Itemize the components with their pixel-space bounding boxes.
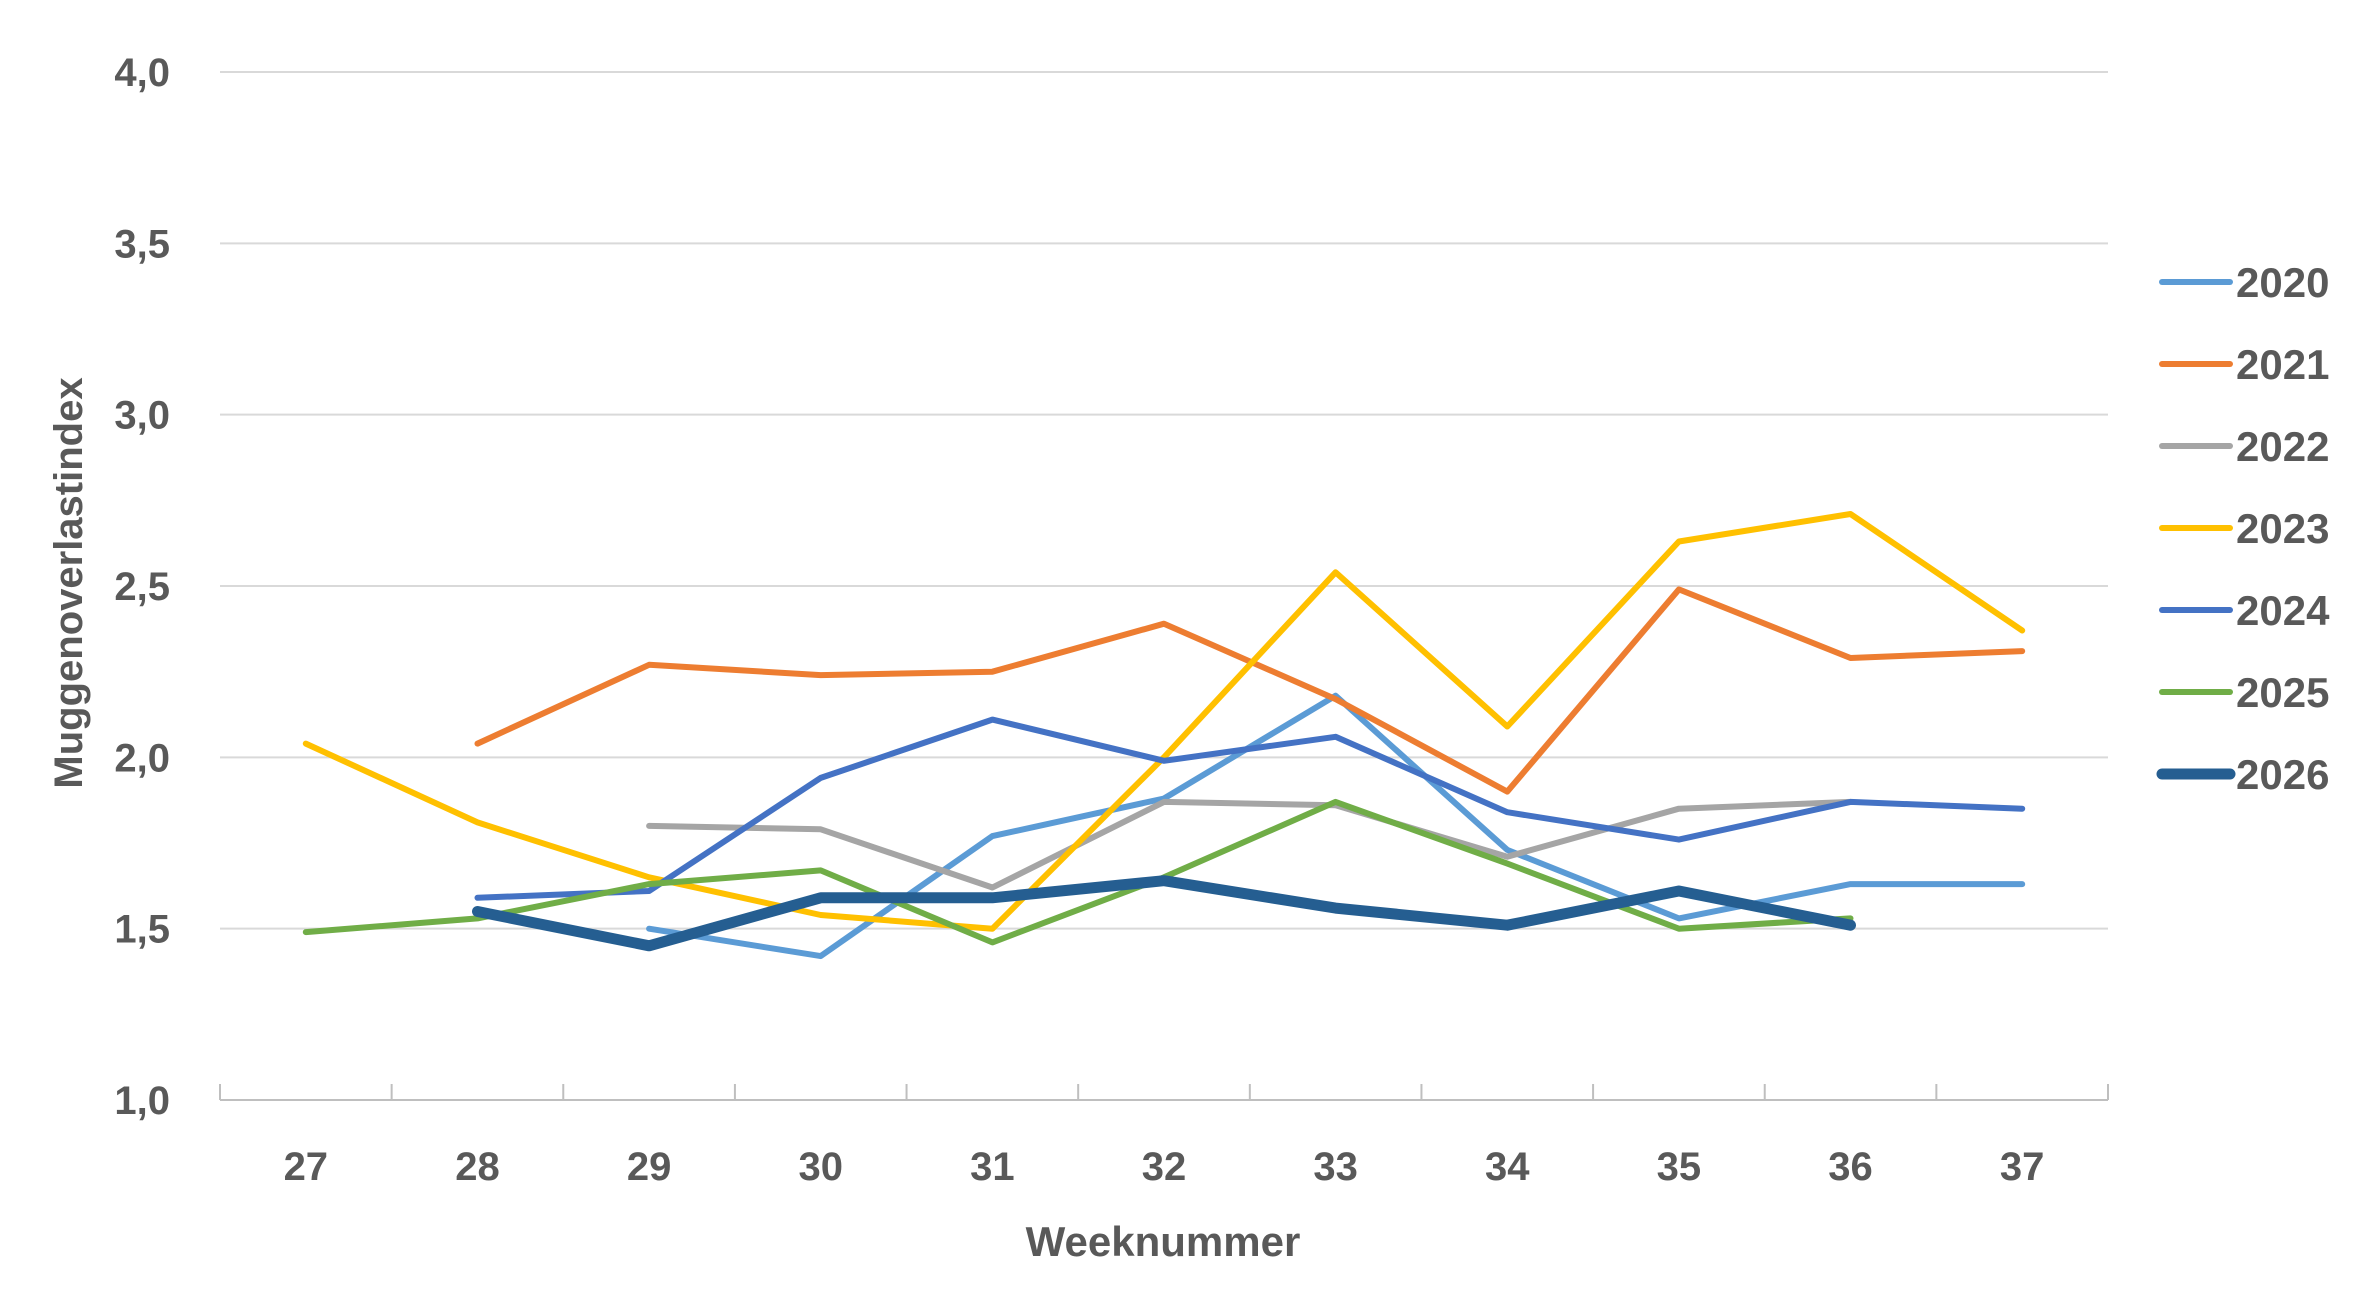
x-tick-label: 27 [284,1145,329,1189]
legend-label: 2021 [2236,341,2329,388]
x-tick-label: 31 [970,1145,1015,1189]
x-tick-label: 30 [798,1145,843,1189]
y-tick-label: 1,0 [114,1079,170,1123]
series-line-2024 [474,716,2026,901]
legend-label: 2026 [2236,751,2329,798]
legend-label: 2024 [2236,587,2330,634]
x-tick-label: 36 [1828,1145,1873,1189]
legend-label: 2023 [2236,505,2329,552]
series-line-2022 [646,798,1854,891]
y-tick-label: 3,0 [114,394,170,438]
grid-lines [220,71,2108,930]
series-line-2021 [474,586,2026,795]
x-tick-label: 34 [1485,1145,1530,1189]
y-tick-label: 3,5 [114,222,170,266]
x-tick-label: 28 [455,1145,500,1189]
x-tick-label: 35 [1657,1145,1702,1189]
x-axis [219,1084,2109,1101]
x-tick-labels: 27 28 29 30 31 32 33 34 35 36 37 [284,1145,2045,1189]
legend: 2020 2021 2022 2023 2024 2025 2026 [2156,259,2330,798]
legend-label: 2022 [2236,423,2329,470]
y-tick-label: 4,0 [114,51,170,95]
x-tick-label: 37 [2000,1145,2045,1189]
legend-label: 2025 [2236,669,2329,716]
series-line-2025 [302,798,1854,946]
series-lines [302,511,2026,960]
y-tick-labels: 1,0 1,5 2,0 2,5 3,0 3,5 4,0 [114,51,170,1123]
y-axis-title: Muggenoverlastindex [47,377,91,788]
series-line-2026 [472,875,1856,952]
legend-label: 2020 [2236,259,2329,306]
x-tick-label: 32 [1142,1145,1187,1189]
x-axis-title: Weeknummer [1026,1218,1301,1265]
series-line-2020 [646,692,2026,960]
series-line-2023 [302,511,2026,932]
y-tick-label: 1,5 [114,908,170,952]
y-tick-label: 2,5 [114,565,170,609]
x-tick-label: 33 [1313,1145,1358,1189]
y-tick-label: 2,0 [114,736,170,780]
x-tick-label: 29 [627,1145,672,1189]
